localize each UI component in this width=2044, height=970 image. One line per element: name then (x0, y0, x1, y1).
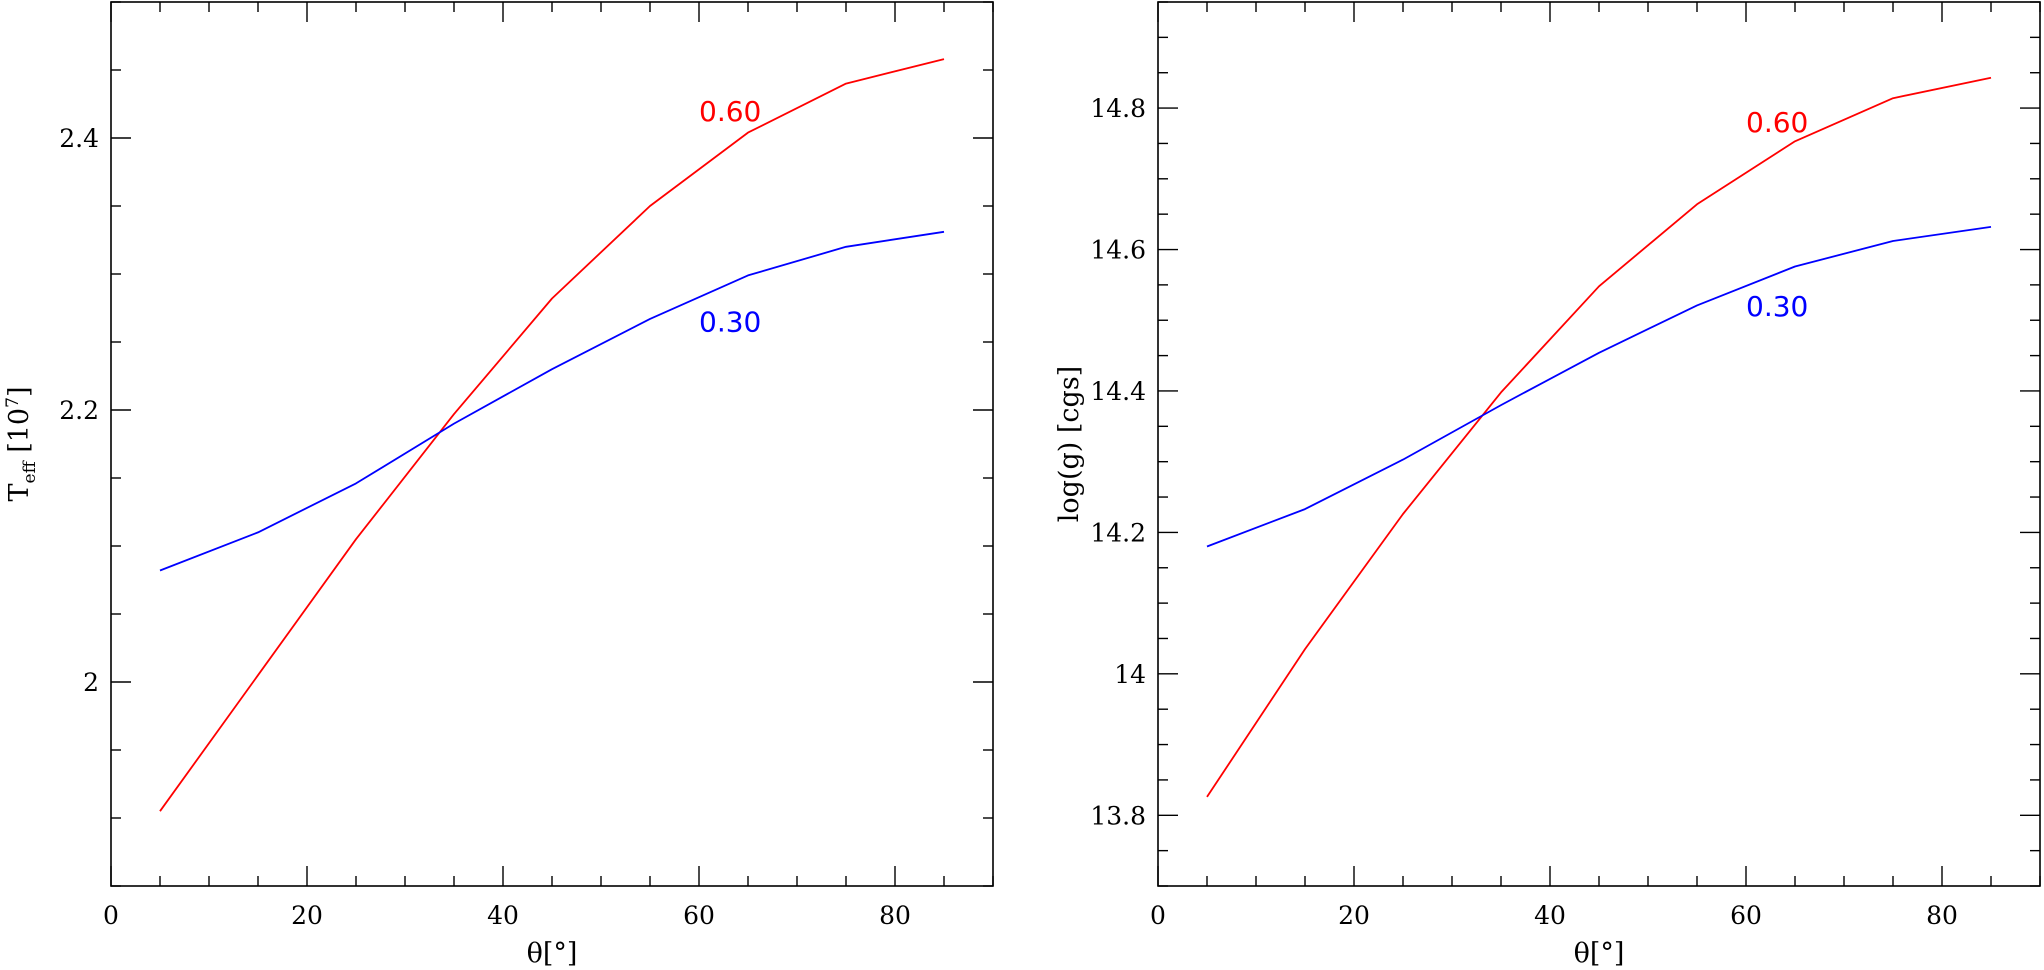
series-label: 0.30 (699, 306, 761, 339)
x-tick-label: 20 (291, 901, 323, 930)
x-tick-label: 60 (1730, 901, 1762, 930)
y-tick-label: 2 (83, 668, 99, 697)
series-line-0.60 (159, 58, 945, 812)
series-line-0.30 (1206, 226, 1992, 548)
plot-frame (1157, 1, 2041, 887)
series-label: 0.30 (1746, 290, 1808, 323)
x-tick-label: 40 (487, 901, 519, 930)
y-tick-label: 2.4 (59, 124, 99, 153)
series-line-0.60 (1206, 76, 1992, 798)
y-tick-label: 14.8 (1090, 94, 1146, 123)
y-tick-label: 14 (1114, 660, 1146, 689)
x-axis-label: θ[°] (527, 938, 578, 969)
y-tick-label: 13.8 (1090, 801, 1146, 830)
y-tick-label: 2.2 (59, 396, 99, 425)
y-tick-label: 14.4 (1090, 377, 1146, 406)
x-tick-label: 0 (1150, 901, 1166, 930)
y-tick-label: 14.6 (1090, 236, 1146, 265)
x-axis-label: θ[°] (1574, 938, 1625, 969)
y-tick-label: 14.2 (1090, 518, 1146, 547)
series-label: 0.60 (1746, 106, 1808, 139)
x-tick-label: 20 (1338, 901, 1370, 930)
series-label: 0.60 (699, 95, 761, 128)
plot-frame (110, 1, 994, 887)
x-tick-label: 80 (879, 901, 911, 930)
y-axis-label: log(g) [cgs] (1054, 366, 1085, 522)
series-line-0.30 (159, 230, 945, 572)
chart-2: 0 20 40 60 80 13.8 14 14.2 14.4 14.6 14.8 0.60 0.30 θ… (1054, 1, 2041, 969)
y-axis-label: Teff [107] (3, 386, 40, 501)
x-tick-label: 60 (683, 901, 715, 930)
x-tick-label: 80 (1926, 901, 1958, 930)
x-tick-label: 0 (103, 901, 119, 930)
chart-1: 0 20 40 60 80 2 2.2 2.4 0.60 0.30 θ[°] Teff [107] (3, 1, 994, 969)
x-tick-label: 40 (1534, 901, 1566, 930)
